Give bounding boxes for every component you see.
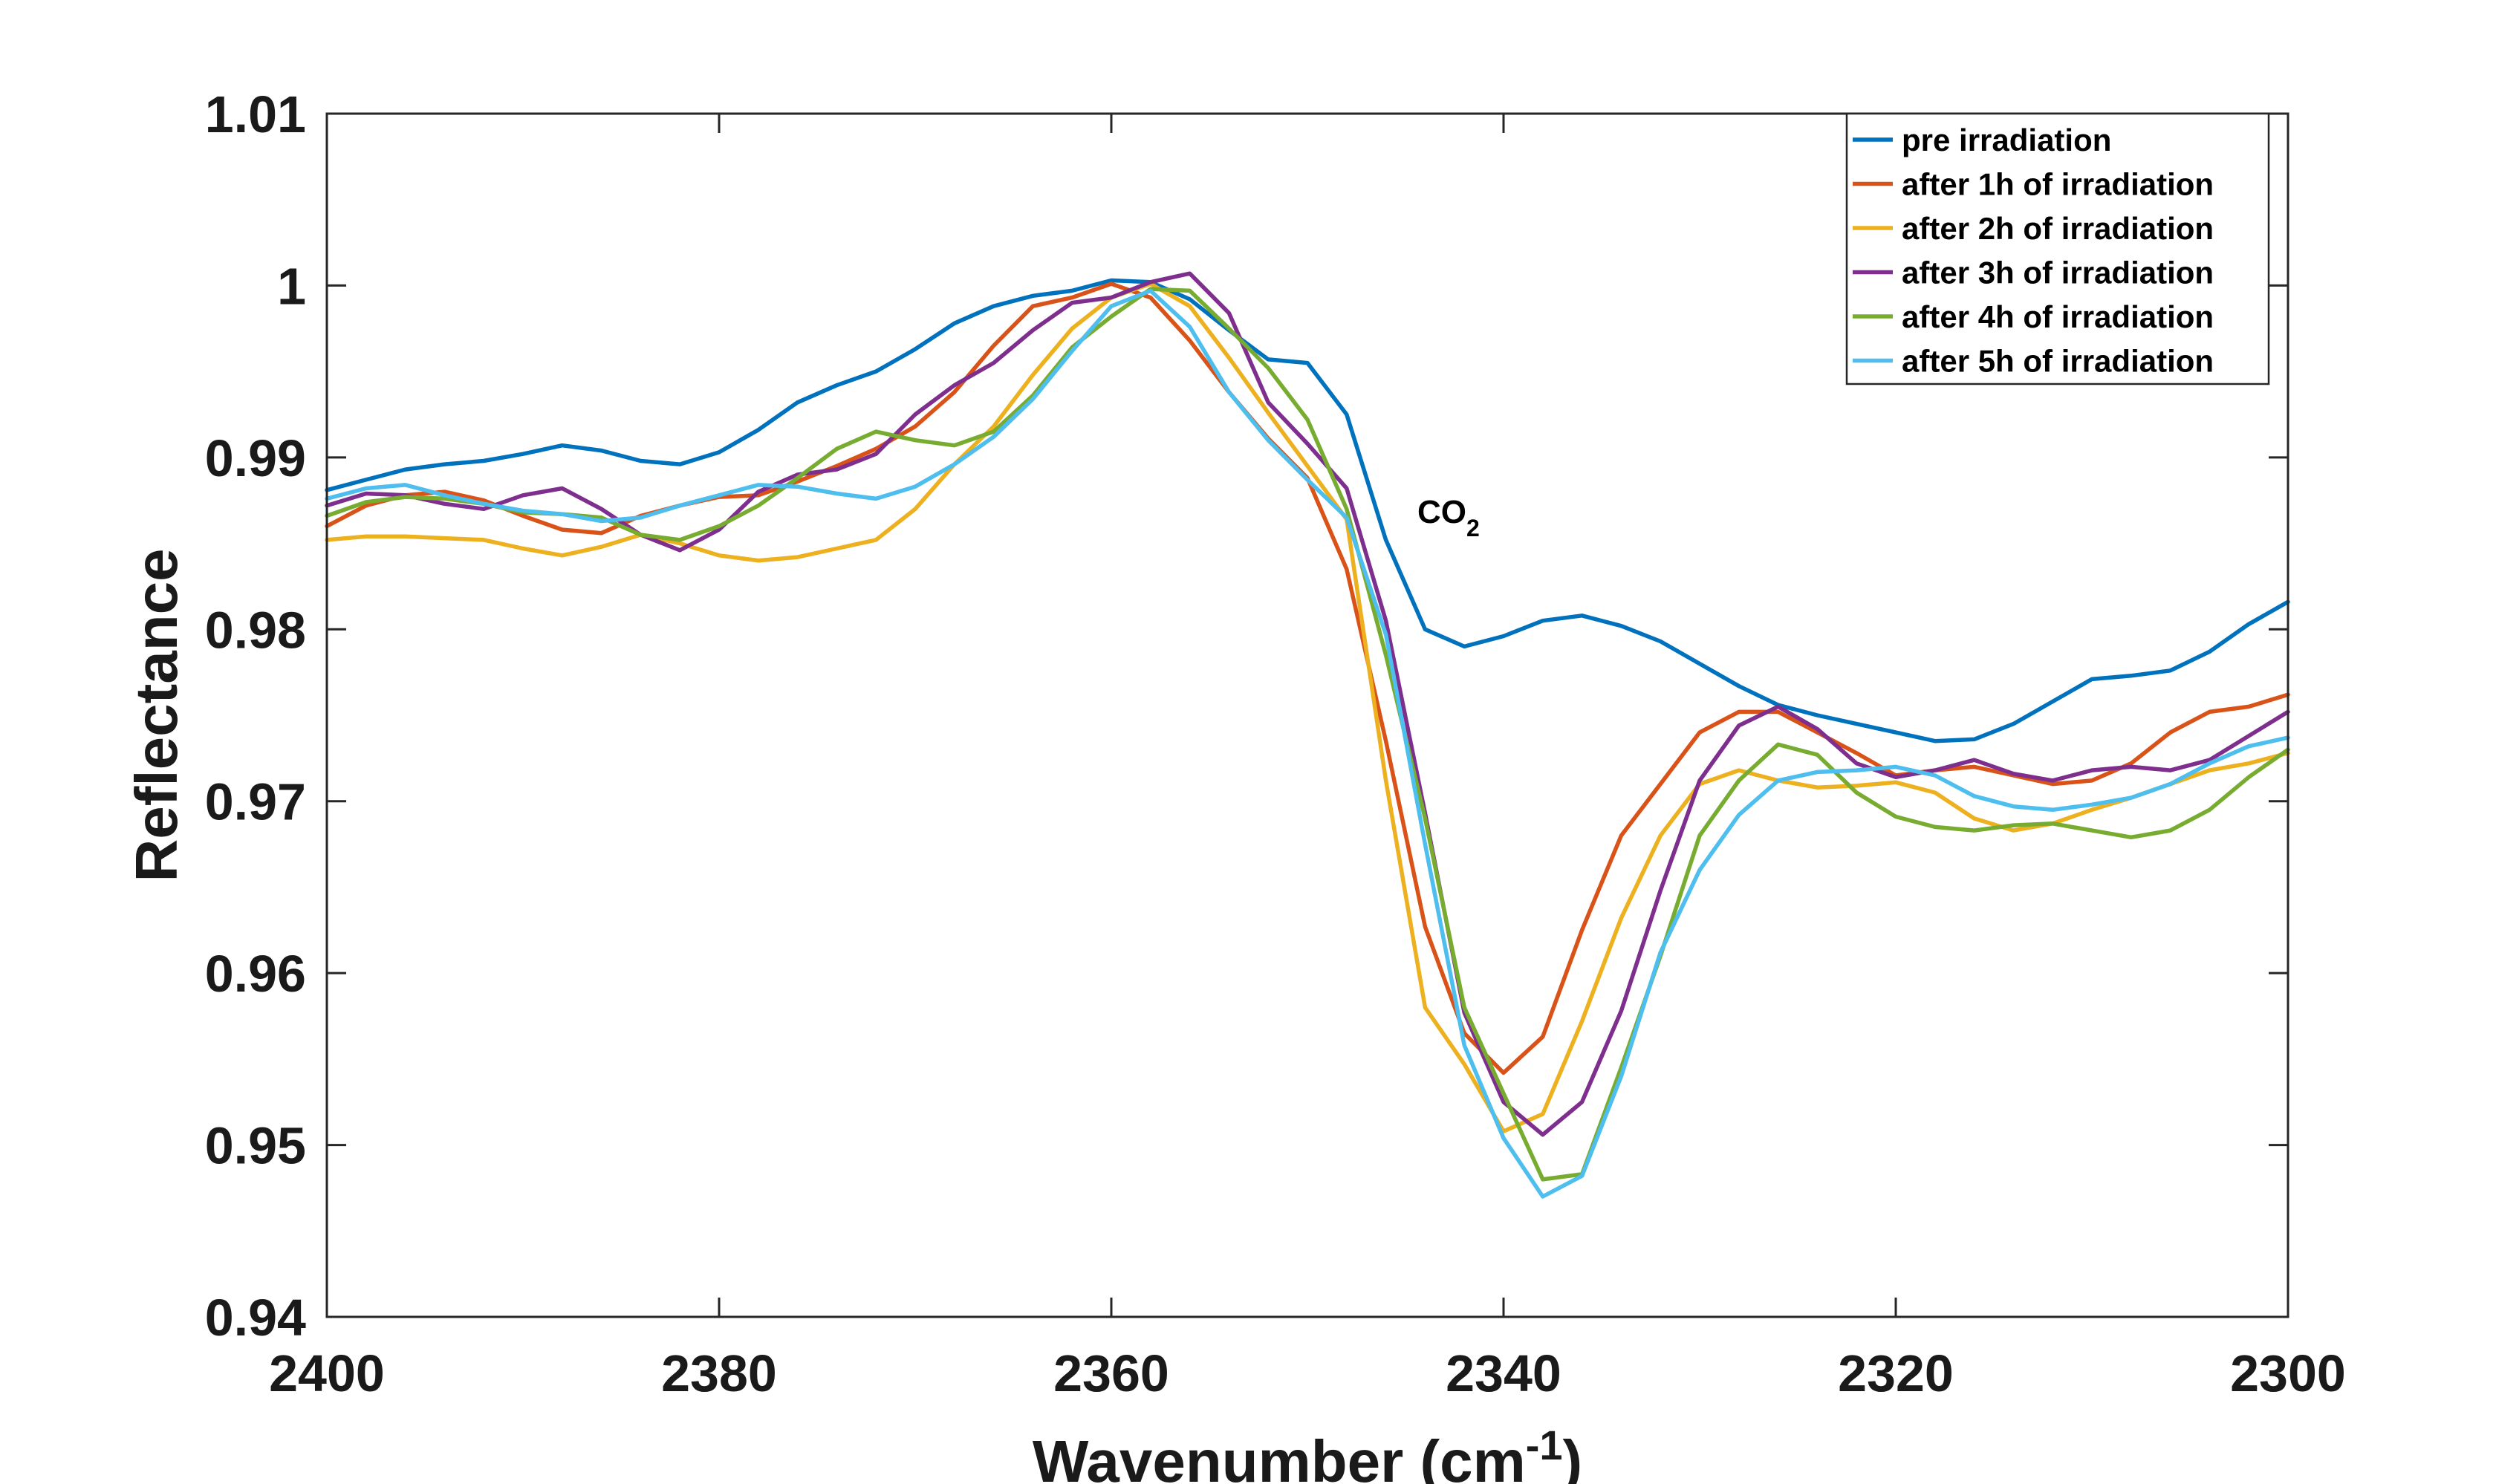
x-tick-label: 2340 [1446,1344,1561,1402]
x-tick-label: 2300 [2230,1344,2346,1402]
x-axis: 2400 2380 2360 2340 2320 2300 [269,114,2346,1402]
x-tick-label: 2320 [1838,1344,1954,1402]
annotation-layer: CO2 [1417,494,1480,541]
y-tick-label: 0.95 [205,1117,306,1175]
x-axis-title-superscript: -1 [1526,1422,1563,1468]
y-tick-label: 0.98 [205,601,306,659]
y-tick-label: 1.01 [205,85,306,143]
co2-annotation: CO2 [1417,494,1480,541]
series-line-1 [325,278,2290,743]
legend-label-3: after 2h of irradiation [1902,211,2214,246]
x-tick-label: 2400 [269,1344,385,1402]
x-tick-label: 2380 [661,1344,777,1402]
y-tick-label: 0.96 [205,945,306,1003]
series-line-4 [325,271,2290,1137]
legend-label-4: after 3h of irradiation [1902,256,2214,290]
co2-annotation-subscript: 2 [1466,515,1480,541]
co2-annotation-base: CO [1417,494,1466,530]
x-axis-title: Wavenumber (cm-1) [1033,1422,1582,1484]
legend: pre irradiation after 1h of irradiation af… [1845,112,2270,385]
y-tick-label: 1 [277,257,306,315]
plot-area-frame [325,112,2289,1318]
legend-label-6: after 5h of irradiation [1902,344,2214,379]
x-axis-title-close: ) [1563,1428,1583,1484]
y-axis-title: Reflectance [123,548,189,882]
legend-label-5: after 4h of irradiation [1902,299,2214,334]
y-tick-label: 0.99 [205,429,306,487]
x-tick-label: 2360 [1053,1344,1169,1402]
y-axis: 0.94 0.95 0.96 0.97 0.98 0.99 1 1.01 [205,85,2288,1347]
legend-label-1: pre irradiation [1902,123,2111,157]
y-tick-label: 0.94 [205,1289,306,1347]
series-layer [325,271,2290,1199]
x-axis-title-main: Wavenumber (cm [1033,1428,1526,1484]
legend-label-2: after 1h of irradiation [1902,167,2214,202]
series-line-5 [325,287,2290,1182]
legend-box [1845,112,2270,385]
y-tick-label: 0.97 [205,773,306,831]
series-line-6 [325,288,2290,1199]
legend-items: pre irradiation after 1h of irradiation af… [1853,123,2214,379]
